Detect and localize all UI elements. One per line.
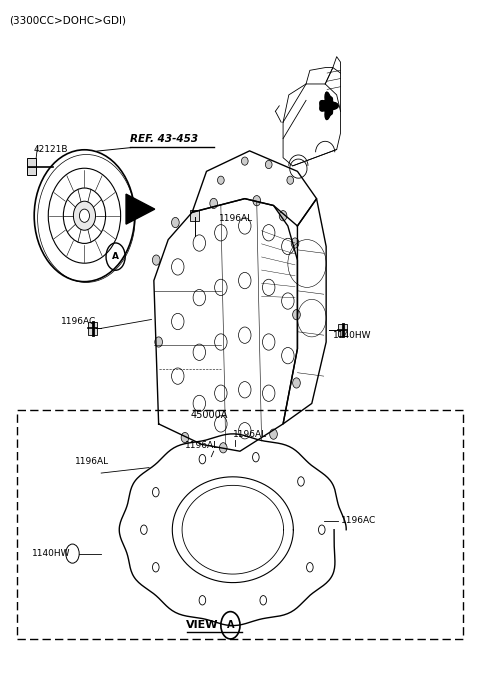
Circle shape bbox=[307, 562, 313, 572]
Ellipse shape bbox=[153, 255, 160, 265]
FancyBboxPatch shape bbox=[190, 210, 199, 221]
FancyBboxPatch shape bbox=[27, 158, 36, 175]
Ellipse shape bbox=[171, 368, 184, 384]
Ellipse shape bbox=[263, 385, 275, 402]
Text: 1140HW: 1140HW bbox=[333, 330, 372, 340]
Ellipse shape bbox=[215, 279, 227, 295]
Circle shape bbox=[141, 525, 147, 534]
Ellipse shape bbox=[79, 209, 89, 222]
Polygon shape bbox=[126, 194, 155, 224]
Ellipse shape bbox=[239, 382, 251, 398]
FancyBboxPatch shape bbox=[338, 324, 347, 336]
Text: A: A bbox=[112, 252, 119, 261]
Ellipse shape bbox=[239, 327, 251, 343]
Text: A: A bbox=[227, 620, 234, 630]
Text: VIEW: VIEW bbox=[186, 620, 218, 630]
Ellipse shape bbox=[241, 157, 248, 166]
Ellipse shape bbox=[263, 279, 275, 295]
Ellipse shape bbox=[171, 313, 184, 330]
Ellipse shape bbox=[291, 238, 299, 248]
Ellipse shape bbox=[263, 224, 275, 241]
Ellipse shape bbox=[155, 337, 162, 347]
Ellipse shape bbox=[193, 344, 205, 360]
Ellipse shape bbox=[270, 429, 277, 439]
Circle shape bbox=[153, 488, 159, 497]
Text: 1196AL: 1196AL bbox=[75, 457, 109, 466]
Ellipse shape bbox=[253, 196, 261, 206]
Ellipse shape bbox=[219, 443, 227, 453]
Ellipse shape bbox=[239, 272, 251, 289]
Ellipse shape bbox=[282, 293, 294, 309]
Text: 1196AL: 1196AL bbox=[185, 441, 219, 450]
Ellipse shape bbox=[193, 235, 205, 251]
Text: REF. 43-453: REF. 43-453 bbox=[130, 134, 198, 144]
Ellipse shape bbox=[73, 201, 96, 231]
Ellipse shape bbox=[282, 238, 294, 254]
Ellipse shape bbox=[181, 432, 189, 443]
Ellipse shape bbox=[293, 378, 300, 388]
Ellipse shape bbox=[215, 385, 227, 402]
Polygon shape bbox=[320, 92, 338, 120]
Ellipse shape bbox=[210, 198, 217, 209]
Circle shape bbox=[252, 453, 259, 462]
Ellipse shape bbox=[293, 310, 300, 320]
Circle shape bbox=[298, 477, 304, 486]
FancyBboxPatch shape bbox=[88, 321, 97, 335]
Ellipse shape bbox=[193, 289, 205, 306]
Ellipse shape bbox=[215, 224, 227, 241]
Text: 45000A: 45000A bbox=[190, 410, 228, 420]
Ellipse shape bbox=[193, 395, 205, 412]
Text: 1196AL: 1196AL bbox=[218, 213, 252, 222]
Ellipse shape bbox=[282, 347, 294, 364]
Bar bbox=[17, 410, 463, 639]
Circle shape bbox=[319, 525, 325, 534]
Ellipse shape bbox=[239, 218, 251, 234]
Circle shape bbox=[153, 562, 159, 572]
Circle shape bbox=[260, 596, 266, 605]
Text: 1196AC: 1196AC bbox=[60, 317, 96, 326]
Text: (3300CC>DOHC>GDI): (3300CC>DOHC>GDI) bbox=[9, 16, 126, 26]
Ellipse shape bbox=[239, 423, 251, 439]
Text: 1196AC: 1196AC bbox=[340, 516, 376, 525]
Ellipse shape bbox=[215, 416, 227, 432]
Circle shape bbox=[199, 454, 206, 464]
Ellipse shape bbox=[215, 334, 227, 350]
Ellipse shape bbox=[171, 218, 179, 228]
Ellipse shape bbox=[171, 259, 184, 275]
Circle shape bbox=[199, 596, 206, 605]
Text: 1196AL: 1196AL bbox=[233, 430, 267, 439]
Text: 42121B: 42121B bbox=[33, 145, 68, 155]
Ellipse shape bbox=[279, 211, 287, 221]
Ellipse shape bbox=[265, 161, 272, 169]
Ellipse shape bbox=[287, 176, 294, 184]
Text: 1140HW: 1140HW bbox=[32, 549, 70, 558]
Ellipse shape bbox=[217, 176, 224, 184]
Ellipse shape bbox=[263, 334, 275, 350]
